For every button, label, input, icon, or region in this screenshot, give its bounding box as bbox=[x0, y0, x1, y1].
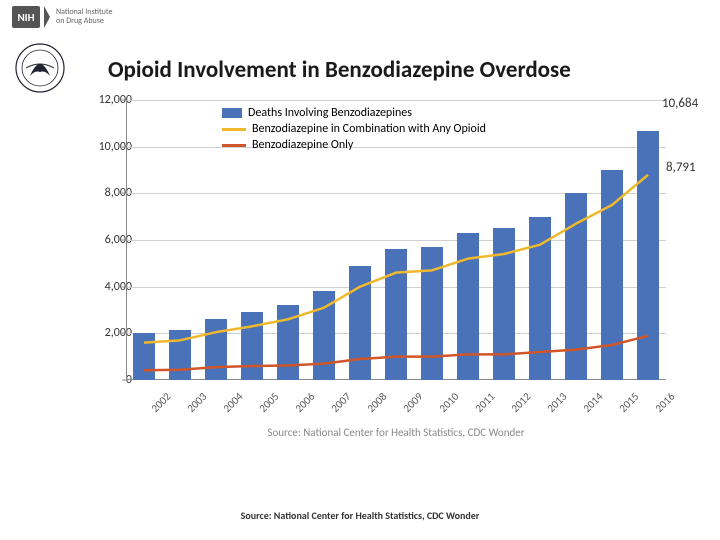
x-tick-label: 2016 bbox=[653, 390, 678, 415]
x-tick-label: 2014 bbox=[581, 390, 606, 415]
legend-label-line0: Benzodiazepine in Combination with Any O… bbox=[252, 122, 486, 136]
legend-item-bars: Deaths Involving Benzodiazepines bbox=[222, 106, 486, 120]
x-tick-label: 2003 bbox=[185, 390, 210, 415]
legend-label-line1: Benzodiazepine Only bbox=[252, 138, 353, 152]
x-tick-label: 2012 bbox=[509, 390, 534, 415]
legend-swatch-line1 bbox=[222, 144, 246, 147]
x-tick-label: 2002 bbox=[149, 390, 174, 415]
line-series-0 bbox=[144, 175, 648, 343]
legend-label-bars: Deaths Involving Benzodiazepines bbox=[248, 106, 412, 120]
plot-area: Deaths Involving Benzodiazepines Benzodi… bbox=[126, 100, 666, 380]
x-tick-label: 2010 bbox=[437, 390, 462, 415]
chart-source-caption: Source: National Center for Health Stati… bbox=[126, 426, 666, 439]
x-tick-label: 2008 bbox=[365, 390, 390, 415]
legend-swatch-bar bbox=[222, 108, 242, 118]
data-callout: 10,684 bbox=[662, 96, 698, 111]
hhs-seal-icon bbox=[14, 42, 66, 99]
x-tick-label: 2005 bbox=[257, 390, 282, 415]
legend: Deaths Involving Benzodiazepines Benzodi… bbox=[222, 106, 486, 154]
legend-swatch-line0 bbox=[222, 128, 246, 131]
x-tick-label: 2007 bbox=[329, 390, 354, 415]
x-axis-labels: 2002 2003 2004 2005 2006 2007 2008 2009 2010 2011… bbox=[126, 384, 666, 424]
slide-title: Opioid Involvement in Benzodiazepine Ove… bbox=[108, 56, 700, 84]
nih-logo: NIH National Institute on Drug Abuse bbox=[12, 6, 112, 28]
x-tick-label: 2013 bbox=[545, 390, 570, 415]
nih-badge: NIH bbox=[12, 6, 40, 28]
data-callout: 8,791 bbox=[666, 160, 696, 175]
chart-container: 02,0004,0006,0008,00010,00012,000 Deaths… bbox=[72, 100, 680, 440]
nih-subtitle: National Institute on Drug Abuse bbox=[56, 8, 112, 26]
footer-source: Source: National Center for Health Stati… bbox=[0, 509, 720, 522]
x-tick-label: 2015 bbox=[617, 390, 642, 415]
nih-text-line2: on Drug Abuse bbox=[56, 17, 112, 26]
x-tick-label: 2011 bbox=[473, 390, 498, 415]
x-tick-label: 2006 bbox=[293, 390, 318, 415]
line-series-1 bbox=[144, 336, 648, 370]
slide: NIH National Institute on Drug Abuse Opi… bbox=[0, 0, 720, 540]
x-tick-label: 2009 bbox=[401, 390, 426, 415]
nih-chevron-icon bbox=[44, 6, 50, 28]
legend-item-line0: Benzodiazepine in Combination with Any O… bbox=[222, 122, 486, 136]
legend-item-line1: Benzodiazepine Only bbox=[222, 138, 486, 152]
x-tick-label: 2004 bbox=[221, 390, 246, 415]
